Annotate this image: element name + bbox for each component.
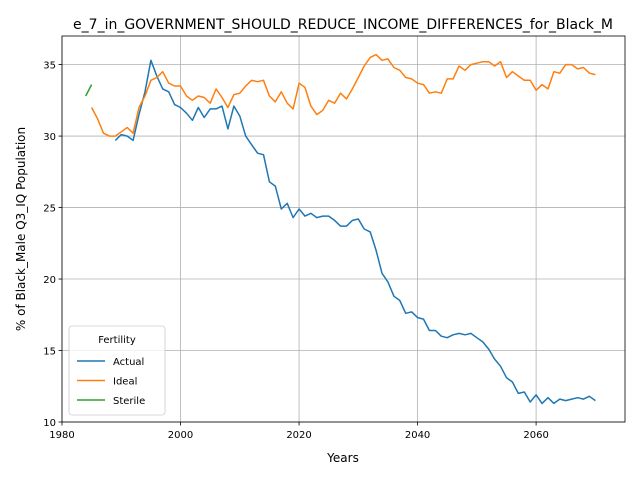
y-tick-label: 10	[43, 418, 56, 429]
series-line-actual	[114, 59, 596, 405]
x-tick-label: 2000	[168, 430, 193, 441]
x-tick-label: 2020	[286, 430, 311, 441]
chart-title: e_7_in_GOVERNMENT_SHOULD_REDUCE_INCOME_D…	[73, 17, 613, 33]
y-tick-label: 25	[43, 204, 56, 215]
y-tick-label: 30	[43, 132, 56, 143]
legend-label-ideal: Ideal	[113, 377, 137, 388]
legend-label-actual: Actual	[113, 357, 144, 368]
x-tick-label: 1980	[49, 430, 74, 441]
legend-label-sterile: Sterile	[113, 396, 145, 407]
grid	[61, 36, 625, 423]
series-line-ideal	[90, 53, 596, 137]
series-line-sterile	[85, 84, 93, 97]
x-axis: 1980 2000 2020 2040 2060	[49, 422, 549, 441]
x-axis-label: Years	[326, 451, 359, 465]
legend-box	[68, 325, 166, 416]
legend: Fertility Actual Ideal Sterile	[68, 325, 166, 416]
y-tick-label: 20	[43, 275, 56, 286]
plot-frame	[61, 35, 626, 423]
y-axis: 10 15 20 25 30 35	[43, 61, 62, 429]
x-tick-label: 2060	[523, 430, 548, 441]
y-tick-label: 35	[43, 61, 56, 72]
y-tick-label: 15	[43, 347, 56, 358]
y-axis-label: % of Black_Male Q3_IQ Population	[14, 127, 28, 331]
series-layer	[85, 53, 596, 405]
x-tick-label: 2040	[405, 430, 430, 441]
legend-title: Fertility	[98, 335, 136, 346]
